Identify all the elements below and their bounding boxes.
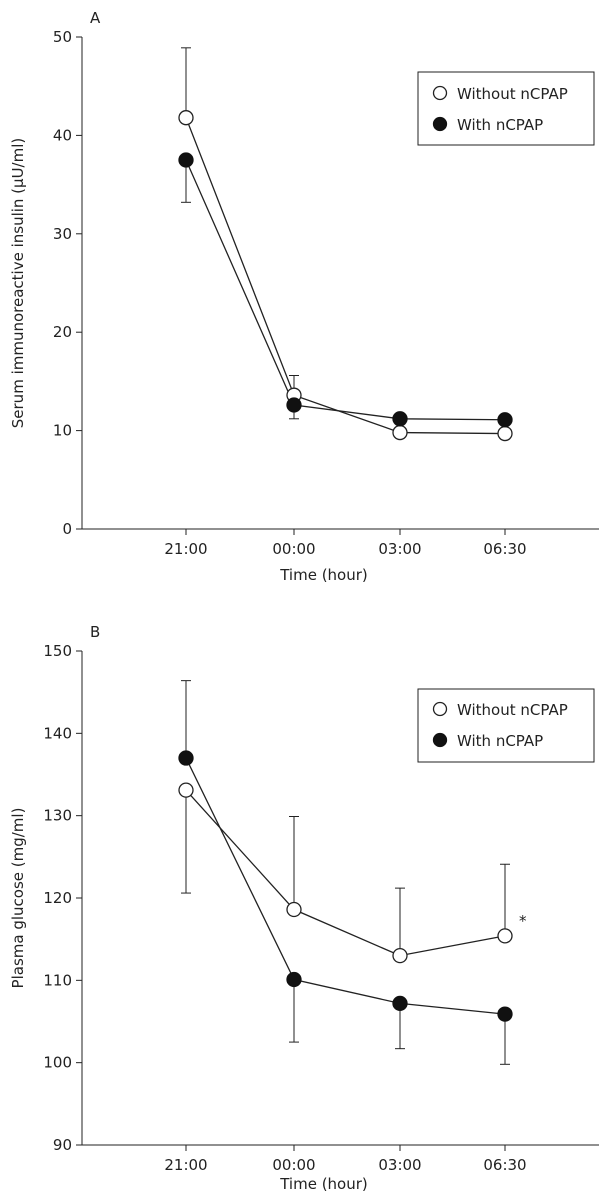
data-points <box>178 110 513 442</box>
data-point-with-ncpap <box>497 412 513 428</box>
series-line-with-ncpap <box>185 757 506 1015</box>
panel-b: B 90 100 110 120 130 140 150 21:00 00:00 03:00 06… <box>9 623 599 1193</box>
x-tick-label: 00:00 <box>272 540 315 558</box>
legend-label-with-ncpap: With nCPAP <box>457 116 543 134</box>
x-tick-label: 06:30 <box>483 1156 526 1174</box>
x-axis-title: Time (hour) <box>279 1175 368 1193</box>
plot-marks: * <box>178 680 527 1065</box>
series-line-with-ncpap <box>185 159 506 421</box>
data-points <box>178 750 513 1022</box>
y-ticks: 0 10 20 30 40 50 <box>53 28 82 538</box>
series-line-without-ncpap <box>185 789 506 957</box>
data-point-with-ncpap <box>178 152 194 168</box>
data-point-with-ncpap <box>392 411 408 427</box>
x-tick-label: 21:00 <box>164 540 207 558</box>
y-tick-label: 90 <box>53 1136 72 1154</box>
x-axis-title: Time (hour) <box>279 566 368 584</box>
y-tick-label: 20 <box>53 323 72 341</box>
plot-marks <box>178 47 513 442</box>
data-point-with-ncpap <box>497 1006 513 1022</box>
y-axis-title: Plasma glucose (mg/ml) <box>9 808 27 989</box>
legend-marker-with-ncpap <box>432 732 448 748</box>
y-tick-label: 50 <box>53 28 72 46</box>
x-tick-label: 21:00 <box>164 1156 207 1174</box>
y-tick-label: 100 <box>43 1054 72 1072</box>
legend-marker-without-ncpap <box>432 701 448 717</box>
data-point-with-ncpap <box>178 750 194 766</box>
legend-box <box>417 71 595 146</box>
y-tick-label: 120 <box>43 889 72 907</box>
y-tick-label: 10 <box>53 422 72 440</box>
x-ticks: 21:00 00:00 03:00 06:30 <box>164 529 527 558</box>
legend-label-without-ncpap: Without nCPAP <box>457 701 568 719</box>
data-point-without-ncpap <box>178 782 194 798</box>
data-point-without-ncpap <box>497 928 513 944</box>
data-point-without-ncpap <box>178 110 194 126</box>
legend-marker-with-ncpap <box>432 116 448 132</box>
series-lines <box>185 117 506 435</box>
data-point-with-ncpap <box>286 971 302 988</box>
data-point-without-ncpap <box>286 901 302 918</box>
x-tick-label: 03:00 <box>378 1156 421 1174</box>
legend-label-without-ncpap: Without nCPAP <box>457 85 568 103</box>
data-point-with-ncpap <box>392 995 408 1012</box>
y-axis-title: Serum immunoreactive insulin (µU/ml) <box>9 138 27 428</box>
axes <box>81 37 599 530</box>
x-ticks: 21:00 00:00 03:00 06:30 <box>164 1145 527 1174</box>
y-tick-label: 40 <box>53 126 72 144</box>
legend-label-with-ncpap: With nCPAP <box>457 732 543 750</box>
y-tick-label: 0 <box>62 520 72 538</box>
x-tick-label: 03:00 <box>378 540 421 558</box>
y-tick-label: 150 <box>43 642 72 660</box>
legend: Without nCPAP With nCPAP <box>417 688 595 763</box>
panel-a: A 0 10 20 30 40 50 21:00 00:00 03:00 06:30 Serum… <box>9 9 599 584</box>
y-tick-label: 130 <box>43 807 72 825</box>
x-tick-label: 00:00 <box>272 1156 315 1174</box>
y-ticks: 90 100 110 120 130 140 150 <box>43 642 82 1154</box>
x-tick-label: 06:30 <box>483 540 526 558</box>
y-tick-label: 110 <box>43 971 72 989</box>
data-point-without-ncpap <box>392 424 408 441</box>
panel-label: A <box>90 9 101 27</box>
legend: Without nCPAP With nCPAP <box>417 71 595 146</box>
y-tick-label: 30 <box>53 225 72 243</box>
data-point-with-ncpap <box>286 397 302 413</box>
error-bars <box>181 680 510 1065</box>
series-line-without-ncpap <box>185 117 506 435</box>
panel-label: B <box>90 623 100 641</box>
legend-marker-without-ncpap <box>432 85 448 101</box>
series-lines <box>185 757 506 1015</box>
significance-annotation: * <box>519 912 527 930</box>
data-point-without-ncpap <box>497 425 513 442</box>
legend-box <box>417 688 595 763</box>
data-point-without-ncpap <box>392 947 408 964</box>
y-tick-label: 140 <box>43 724 72 742</box>
